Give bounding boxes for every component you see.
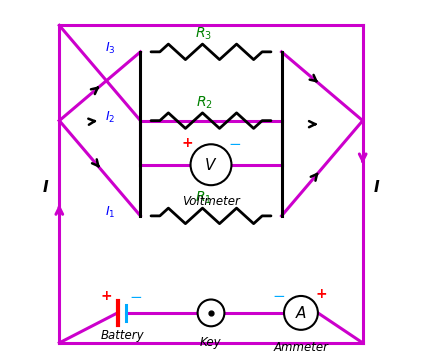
Text: Battery: Battery [100, 329, 144, 342]
Text: Ammeter: Ammeter [273, 341, 328, 354]
Text: $I_2$: $I_2$ [106, 110, 116, 125]
Text: +: + [316, 287, 327, 301]
Text: $A$: $A$ [295, 305, 307, 321]
Text: $V$: $V$ [204, 157, 218, 173]
Text: I: I [42, 180, 48, 195]
Text: $-$: $-$ [228, 135, 241, 150]
Text: $R_1$: $R_1$ [195, 190, 212, 206]
Text: +: + [100, 289, 112, 303]
Text: $I_1$: $I_1$ [105, 205, 116, 220]
Circle shape [191, 144, 231, 185]
Text: $-$: $-$ [129, 288, 143, 303]
Text: +: + [181, 136, 193, 150]
Circle shape [284, 296, 318, 330]
Text: $-$: $-$ [272, 287, 285, 302]
Text: $I_3$: $I_3$ [105, 41, 116, 56]
Circle shape [197, 299, 225, 326]
Text: Key: Key [200, 336, 222, 349]
Text: I: I [374, 180, 380, 195]
Text: $R_3$: $R_3$ [195, 26, 212, 42]
Text: $R_2$: $R_2$ [195, 95, 212, 111]
Text: Voltmeter: Voltmeter [182, 195, 240, 208]
